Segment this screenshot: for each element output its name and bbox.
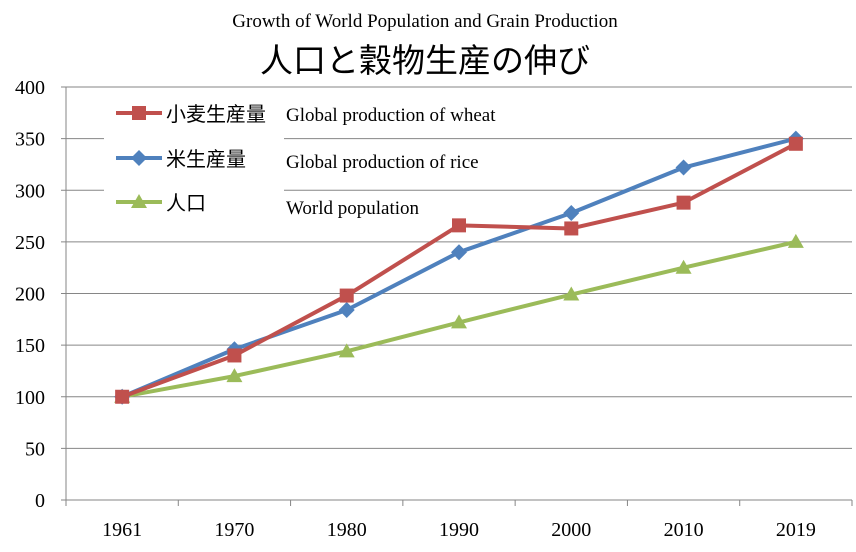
data-point [338, 343, 355, 358]
data-point [676, 195, 691, 210]
legend-bg [104, 134, 284, 170]
chart-title: 人口と穀物生産の伸び [260, 41, 590, 80]
legend-label-english: World population [286, 198, 420, 219]
data-point [451, 244, 467, 261]
data-point [787, 233, 804, 248]
data-point [563, 204, 580, 221]
legend-marker [132, 106, 146, 120]
legend-marker [131, 194, 147, 208]
data-point [563, 286, 580, 301]
x-tick-label: 2010 [664, 519, 704, 541]
x-axis-tick-labels: 1961 1970 1980 1990 2000 2010 2019 [102, 519, 816, 541]
axes [65, 87, 853, 506]
legend: 小麦生産量 Global production of wheat 米生産量 Globa… [104, 89, 496, 219]
y-tick-label: 200 [15, 284, 45, 306]
legend-label: 小麦生産量 [166, 102, 266, 126]
data-point [227, 348, 242, 363]
data-point [451, 314, 467, 329]
y-tick-label: 50 [25, 438, 45, 460]
chart-subtitle: Growth of World Population and Grain Pro… [232, 11, 618, 32]
y-tick-label: 300 [15, 180, 45, 202]
series-square [115, 136, 803, 404]
x-tick-label: 1961 [102, 519, 142, 541]
data-point [675, 259, 692, 274]
x-tick-label: 1990 [439, 519, 479, 541]
legend-label: 人口 [166, 191, 206, 215]
data-point [452, 218, 466, 233]
y-tick-label: 400 [15, 77, 45, 99]
y-tick-label: 0 [35, 490, 45, 512]
data-point [675, 159, 692, 176]
data-point [564, 221, 579, 236]
y-axis-tick-labels: 0 50 100 150 200 250 300 350 400 [15, 77, 45, 512]
x-tick-label: 1980 [327, 519, 367, 541]
y-tick-label: 150 [15, 335, 45, 357]
legend-label: 米生産量 [166, 147, 246, 171]
data-point [339, 288, 354, 303]
x-tick-label: 2000 [551, 519, 591, 541]
data-point [226, 368, 243, 383]
x-tick-label: 2019 [776, 519, 816, 541]
data-point [338, 302, 355, 319]
data-point [115, 389, 130, 404]
legend-label-english: Global production of wheat [286, 105, 496, 126]
legend-marker [131, 150, 147, 166]
data-point [788, 136, 803, 151]
y-tick-label: 250 [15, 232, 45, 254]
data-series [114, 130, 804, 405]
x-tick-label: 1970 [214, 519, 254, 541]
legend-label-english: Global production of rice [286, 152, 479, 173]
y-tick-label: 100 [15, 387, 45, 409]
y-tick-label: 350 [15, 129, 45, 151]
